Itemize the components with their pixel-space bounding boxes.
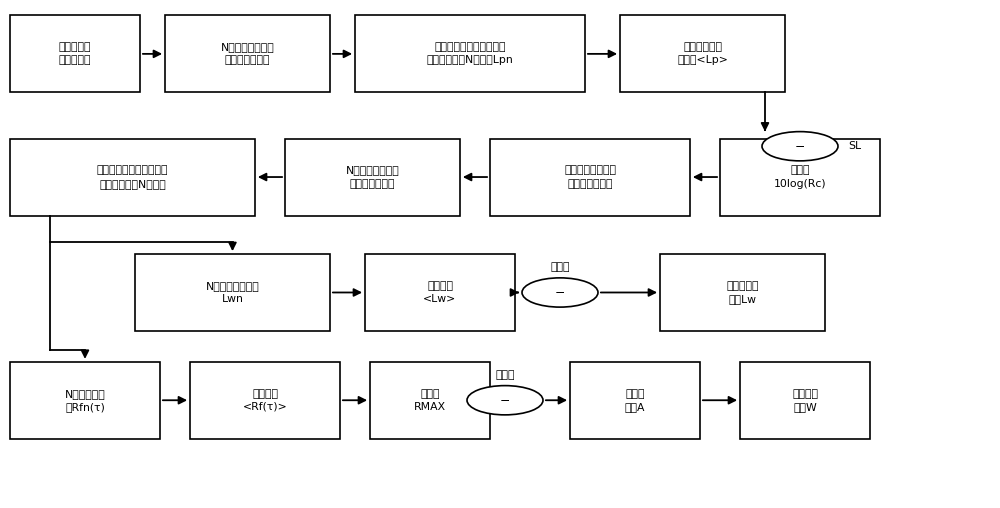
Bar [355, 15, 585, 92]
Text: 待测声源功
率谱Lw: 待测声源功 率谱Lw [726, 281, 759, 304]
Bar [660, 254, 825, 331]
Text: 空间平均
<Rf(τ)>: 空间平均 <Rf(τ)> [243, 389, 287, 412]
Bar [10, 362, 160, 439]
Circle shape [762, 132, 838, 161]
Bar [10, 15, 140, 92]
Text: 已知标准声
源发射声波: 已知标准声 源发射声波 [59, 42, 91, 66]
Text: 空间平均
<Lw>: 空间平均 <Lw> [423, 281, 457, 304]
Circle shape [467, 386, 543, 415]
Text: 最大值
RMAX: 最大值 RMAX [414, 389, 446, 412]
Bar [720, 139, 880, 215]
Text: N个接收水听器将
声波转为电信号: N个接收水听器将 声波转为电信号 [346, 166, 399, 188]
Text: −: − [555, 286, 565, 299]
Text: N个点的声功率谱
Lwn: N个点的声功率谱 Lwn [206, 281, 259, 304]
Text: N个点的自相
关Rfn(τ): N个点的自相 关Rfn(τ) [65, 389, 105, 412]
Bar [285, 139, 460, 215]
Bar [135, 254, 330, 331]
Bar [490, 139, 690, 215]
Bar [620, 15, 785, 92]
Text: 用待测声源替换标
准声源发射声波: 用待测声源替换标 准声源发射声波 [564, 166, 616, 188]
Text: 计算空间平均
声压级<Lp>: 计算空间平均 声压级<Lp> [677, 42, 728, 66]
Text: 修正量: 修正量 [550, 262, 570, 272]
Text: SL: SL [848, 141, 861, 151]
Text: 待测声源
功率W: 待测声源 功率W [792, 389, 818, 412]
Bar [570, 362, 700, 439]
Text: 修正量: 修正量 [495, 370, 515, 380]
Bar [190, 362, 340, 439]
Bar [365, 254, 515, 331]
Text: 声源级
声能A: 声源级 声能A [625, 389, 645, 412]
Text: N个接收水听器将
声波转为电信号: N个接收水听器将 声波转为电信号 [221, 42, 274, 66]
Bar [165, 15, 330, 92]
Text: 采集器采集电信号对应软
件将其转换为N路声压: 采集器采集电信号对应软 件将其转换为N路声压 [97, 166, 168, 188]
Text: 修正量
10log(Rc): 修正量 10log(Rc) [774, 166, 826, 188]
Circle shape [522, 278, 598, 307]
Bar [10, 139, 255, 215]
Text: −: − [795, 140, 805, 153]
Text: 采集器采集电信号对应软
件将其转换为N路声压Lpn: 采集器采集电信号对应软 件将其转换为N路声压Lpn [427, 42, 513, 66]
Bar [740, 362, 870, 439]
Bar [370, 362, 490, 439]
Text: −: − [500, 394, 510, 407]
